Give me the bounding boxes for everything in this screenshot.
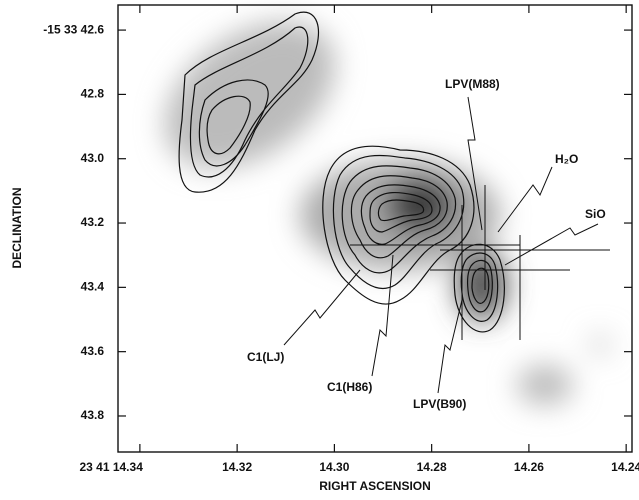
annotation: H₂O [555, 152, 578, 166]
annotation: C1(LJ) [247, 350, 284, 364]
y-tick-label: 43.4 [81, 280, 105, 294]
x-axis-label: RIGHT ASCENSION [319, 479, 431, 493]
y-tick-label: 43.6 [81, 344, 105, 358]
x-tick-label: 14.26 [514, 460, 544, 474]
annotation: LPV(M88) [445, 77, 500, 91]
position-markers [350, 185, 610, 340]
annotation: C1(H86) [327, 380, 372, 394]
y-tick-label: 43.2 [81, 215, 105, 229]
y-tick-label: 43.0 [81, 151, 105, 165]
plot-frame [117, 4, 633, 453]
x-tick-label: 14.32 [222, 460, 252, 474]
y-tick-label: -15 33 42.6 [43, 22, 104, 36]
x-tick-label: 14.30 [319, 460, 349, 474]
x-tick-label: 14.24 [611, 460, 639, 474]
x-tick-label: 14.28 [417, 460, 447, 474]
y-tick-label: 43.8 [81, 408, 105, 422]
leader-lines [283, 96, 599, 394]
contours [178, 11, 505, 333]
x-tick-label: 23 41 14.34 [79, 460, 143, 474]
y-axis-label: DECLINATION [10, 187, 24, 268]
annotation: SiO [585, 207, 606, 221]
y-tick-label: 42.8 [81, 87, 105, 101]
gray-emission [164, 21, 610, 405]
annotation: LPV(B90) [413, 397, 466, 411]
